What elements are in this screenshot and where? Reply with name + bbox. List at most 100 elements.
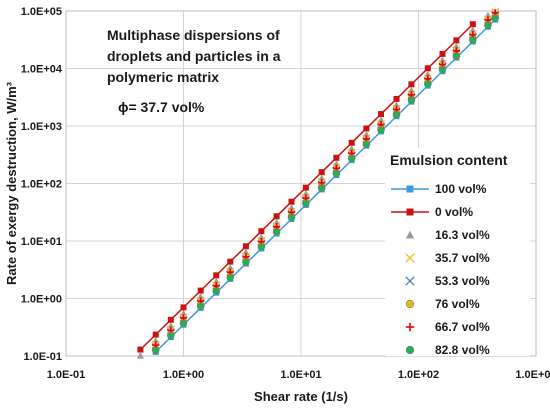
legend-label: 53.3 vol% [435, 274, 490, 288]
y-tick-label: 1.0E+00 [21, 294, 62, 306]
annotation-line-2: droplets and particles in a [107, 48, 281, 64]
data-point [424, 80, 432, 88]
data-point [152, 346, 160, 355]
data-point [242, 243, 249, 250]
legend-label: 82.8 vol% [435, 343, 490, 357]
y-tick-label: 1.0E+03 [21, 121, 62, 133]
legend-item: 0 vol% [391, 205, 473, 219]
legend-marker [405, 230, 415, 239]
annotation-line-1: Multiphase dispersions of [107, 27, 280, 43]
series-82-8-vol- [152, 14, 499, 355]
legend-label: 35.7 vol% [435, 251, 490, 265]
legend-label: 16.3 vol% [435, 228, 490, 242]
data-point [407, 96, 415, 104]
data-point [152, 331, 159, 338]
data-point [424, 65, 431, 72]
data-point [167, 316, 174, 323]
x-axis-title: Shear rate (1/s) [254, 389, 348, 404]
legend-label: 76 vol% [435, 297, 480, 311]
data-point [333, 154, 340, 161]
plot-area-frame [65, 10, 537, 357]
legend-item: 100 vol% [391, 182, 487, 196]
series-layer [136, 8, 500, 359]
legend-label: 66.7 vol% [435, 320, 490, 334]
legend-marker [405, 253, 415, 263]
legend-marker [406, 208, 414, 216]
data-point [378, 111, 385, 118]
data-point [226, 273, 234, 282]
data-point [453, 37, 460, 44]
legend-label: 100 vol% [435, 182, 487, 196]
y-tick-label: 1.0E+05 [21, 6, 62, 18]
data-point [408, 81, 415, 88]
y-axis-title: Rate of exergy destruction, W/m³ [4, 81, 19, 285]
data-point [392, 111, 401, 119]
x-tick-label: 1.0E+02 [398, 369, 439, 381]
x-stroke [405, 253, 415, 263]
data-point [348, 155, 356, 163]
data-point [438, 66, 447, 74]
data-point [491, 14, 499, 22]
legend-marker [405, 276, 415, 286]
y-tick-label: 1.0E+02 [21, 179, 62, 191]
data-point [362, 140, 370, 148]
y-tick-label: 1.0E+04 [21, 64, 63, 76]
data-point [137, 346, 144, 353]
data-point [242, 258, 250, 266]
data-point [273, 228, 281, 236]
x-stroke [405, 276, 415, 286]
data-point [273, 213, 280, 220]
x-tick-label: 1.0E+00 [163, 369, 204, 381]
data-point [318, 169, 325, 176]
data-point [332, 170, 340, 178]
data-point [302, 199, 310, 208]
y-axis-tick-labels: 1.0E-01 1.0E+00 1.0E+01 1.0E+02 1.0E+03 1.0E+… [21, 6, 63, 363]
data-point [167, 332, 175, 340]
legend-marker [405, 299, 415, 309]
data-point [257, 243, 265, 251]
data-point [287, 214, 296, 222]
annotation-block: Multiphase dispersions of droplets and p… [107, 27, 281, 115]
y-tick-label: 1.0E+01 [21, 236, 62, 248]
legend-title: Emulsion content [390, 152, 508, 168]
data-point [484, 21, 492, 29]
legend-item: 53.3 vol% [405, 274, 490, 288]
data-point [179, 319, 188, 327]
legend-marker [405, 322, 415, 332]
data-point [469, 36, 477, 44]
legend-items: 100 vol% 0 vol% 16.3 vol% 35.7 vol% 53.3 vol… [391, 182, 490, 357]
legend-item: 66.7 vol% [405, 320, 490, 334]
series-0-vol- [137, 21, 476, 353]
annotation-phi: ϕ= 37.7 vol% [118, 99, 205, 115]
legend-label: 0 vol% [435, 205, 473, 219]
data-point [258, 228, 265, 235]
data-point [136, 351, 145, 359]
data-point [393, 95, 400, 102]
data-point [318, 184, 326, 192]
data-point [212, 287, 220, 295]
data-point [377, 126, 385, 134]
data-point [213, 272, 220, 279]
x-axis-tick-labels: 1.0E-01 1.0E+00 1.0E+01 1.0E+02 1.0E+03 [47, 369, 550, 381]
data-point [288, 198, 295, 205]
data-point [302, 184, 309, 191]
data-point [363, 125, 370, 132]
x-tick-label: 1.0E+03 [515, 369, 550, 381]
gridlines [65, 10, 537, 357]
x-tick-label: 1.0E-01 [47, 369, 86, 381]
legend-background [385, 148, 530, 356]
legend-marker [406, 185, 414, 193]
legend-marker [405, 345, 415, 355]
y-tick-label: 1.0E-01 [23, 351, 62, 363]
data-point [197, 287, 204, 294]
legend-item: 35.7 vol% [405, 251, 490, 265]
legend-item: 16.3 vol% [405, 228, 490, 242]
x-tick-label: 1.0E+01 [280, 369, 321, 381]
legend: Emulsion content 100 vol% 0 vol% 16.3 vol%… [385, 148, 530, 357]
data-point [439, 50, 446, 57]
legend-item: 76 vol% [405, 297, 480, 311]
data-point [452, 52, 460, 60]
legend-item: 82.8 vol% [405, 343, 490, 357]
data-point [197, 302, 205, 311]
